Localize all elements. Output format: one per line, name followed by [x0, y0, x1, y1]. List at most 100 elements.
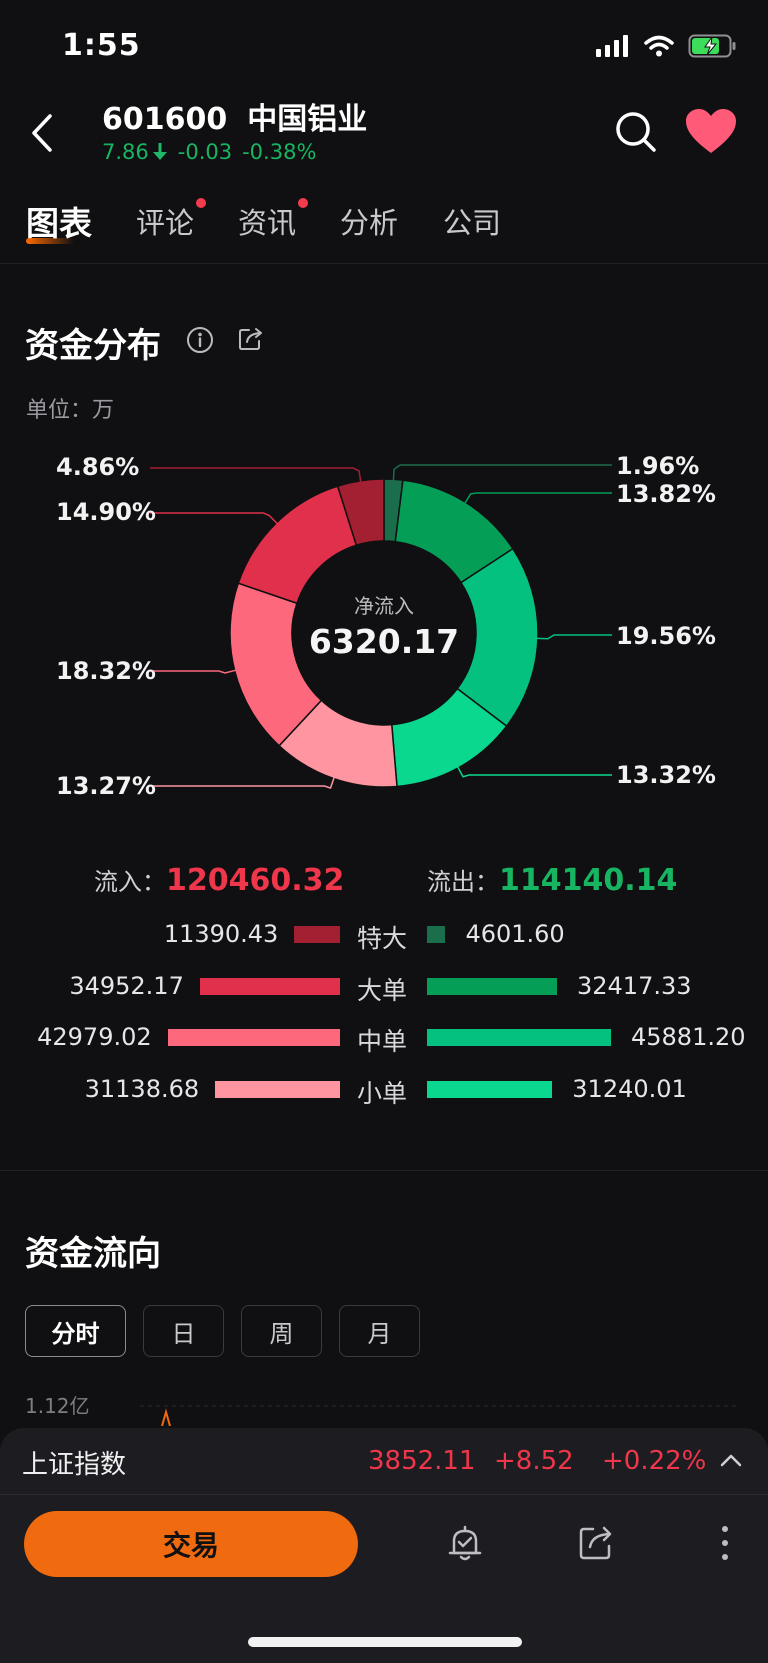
donut-leader-line-4	[150, 774, 336, 789]
donut-center-label: 净流入	[354, 594, 414, 618]
battery-icon	[688, 34, 736, 58]
outflow-bar	[427, 926, 446, 943]
stock-title: 601600 中国铝业	[102, 94, 367, 138]
slice-label-out-large: 13.82%	[616, 480, 716, 508]
donut-leader-line-3	[455, 764, 612, 778]
outflow-bar	[427, 978, 557, 995]
price-alert-bell-icon[interactable]	[448, 1523, 482, 1563]
tab-news-badge	[298, 198, 308, 208]
arrow-down-icon	[152, 143, 167, 160]
trade-button[interactable]: 交易	[24, 1511, 358, 1577]
flow-chart-top-edge	[140, 1405, 740, 1426]
index-name: 上证指数	[22, 1450, 127, 1480]
share-icon[interactable]	[578, 1523, 614, 1561]
period-tab-intraday[interactable]: 分时	[25, 1305, 126, 1357]
outflow-amount: 32417.33	[577, 972, 692, 1000]
breakdown-row-large: 34952.17 大单 32417.33	[0, 966, 768, 1006]
section-divider	[0, 1170, 768, 1171]
bottom-action-bar: 交易	[0, 1494, 768, 1663]
stock-price: 7.86	[102, 140, 149, 164]
inflow-bar	[294, 926, 340, 943]
order-size-label: 特大	[357, 924, 408, 953]
stock-header: 601600 中国铝业 7.86 -0.03 -0.38%	[0, 90, 768, 180]
stock-code: 601600	[102, 102, 228, 137]
flow-direction-title: 资金流向	[25, 1234, 161, 1274]
donut-center-value: 6320.17	[308, 622, 460, 661]
index-change: +8.52	[494, 1446, 574, 1476]
donut-leader-line-0	[392, 464, 612, 484]
inflow-amount: 31138.68	[84, 1075, 200, 1103]
tab-news[interactable]: 资讯	[238, 206, 297, 240]
status-icons	[596, 34, 738, 58]
outflow-bar	[427, 1029, 611, 1046]
period-tab-month[interactable]: 月	[339, 1305, 420, 1357]
home-indicator	[248, 1637, 522, 1647]
period-tab-day[interactable]: 日	[143, 1305, 224, 1357]
inflow-summary: 流入：120460.32	[94, 862, 344, 898]
distribution-title: 资金分布	[25, 326, 161, 366]
tab-comments-badge	[196, 198, 206, 208]
period-tab-week[interactable]: 周	[241, 1305, 322, 1357]
main-tabs: 图表 评论 资讯 分析 公司	[0, 190, 768, 264]
order-size-label: 中单	[357, 1027, 408, 1056]
outflow-amount: 45881.20	[631, 1023, 746, 1051]
share-icon[interactable]	[238, 326, 264, 352]
status-bar: 1:55	[0, 0, 768, 90]
index-change-pct: +0.22%	[602, 1446, 707, 1476]
outflow-bar	[427, 1081, 553, 1098]
donut-leader-line-6	[150, 512, 280, 527]
stock-change: -0.03	[177, 140, 233, 164]
favorite-heart-icon[interactable]	[684, 108, 738, 156]
tab-analysis[interactable]: 分析	[340, 206, 399, 240]
more-options-icon[interactable]	[718, 1523, 732, 1563]
breakdown-row-medium: 42979.02 中单 45881.20	[0, 1017, 768, 1057]
donut-slice-in-6	[237, 485, 358, 605]
donut-slice-in-7	[336, 478, 385, 547]
search-icon[interactable]	[612, 108, 660, 156]
stock-change-pct: -0.38%	[242, 140, 317, 164]
signal-icon	[596, 35, 628, 57]
outflow-value: 114140.14	[499, 863, 678, 898]
tab-comments[interactable]: 评论	[136, 206, 195, 240]
active-tab-indicator	[26, 238, 74, 244]
inflow-bar	[167, 1029, 340, 1046]
slice-label-out-medium: 19.56%	[616, 622, 716, 650]
slice-label-in-super: 4.86%	[56, 453, 140, 481]
slice-label-out-super: 1.96%	[616, 452, 700, 480]
outflow-summary: 流出：114140.14	[427, 862, 677, 898]
inflow-bar	[215, 1081, 340, 1098]
info-icon[interactable]	[186, 326, 214, 354]
stock-name: 中国铝业	[247, 102, 368, 137]
inflow-amount: 42979.02	[37, 1023, 152, 1051]
inflow-value: 120460.32	[166, 863, 345, 898]
order-size-label: 大单	[357, 976, 408, 1005]
donut-leader-line-5	[150, 668, 239, 674]
outflow-label: 流出：	[427, 868, 499, 896]
inflow-amount: 11390.43	[163, 920, 279, 948]
donut-leader-line-7	[150, 467, 362, 485]
chevron-up-icon[interactable]	[718, 1448, 744, 1472]
unit-label: 单位：万	[26, 398, 115, 423]
slice-label-in-medium: 18.32%	[56, 657, 156, 685]
slice-label-out-small: 13.32%	[616, 761, 716, 789]
order-size-label: 小单	[357, 1079, 408, 1108]
outflow-amount: 31240.01	[572, 1075, 687, 1103]
inflow-bar	[199, 978, 340, 995]
donut-leader-line-1	[462, 492, 612, 507]
flow-chart-y-max-label: 1.12亿	[25, 1394, 90, 1418]
wifi-icon	[644, 35, 674, 57]
slice-label-in-small: 13.27%	[56, 772, 156, 800]
inflow-label: 流入：	[94, 868, 166, 896]
tab-chart[interactable]: 图表	[26, 204, 92, 243]
outflow-amount: 4601.60	[465, 920, 565, 948]
stock-quote: 7.86 -0.03 -0.38%	[102, 140, 316, 164]
back-icon[interactable]	[22, 108, 62, 158]
market-index-bar[interactable]: 上证指数 3852.11 +8.52 +0.22%	[0, 1428, 768, 1494]
period-tabs: 分时 日 周 月	[25, 1305, 420, 1357]
index-value: 3852.11	[368, 1446, 476, 1476]
distribution-donut-chart	[150, 464, 612, 789]
breakdown-row-small: 31138.68 小单 31240.01	[0, 1069, 768, 1109]
tab-company[interactable]: 公司	[443, 206, 502, 240]
inflow-amount: 34952.17	[69, 972, 184, 1000]
slice-label-in-large: 14.90%	[56, 498, 156, 526]
